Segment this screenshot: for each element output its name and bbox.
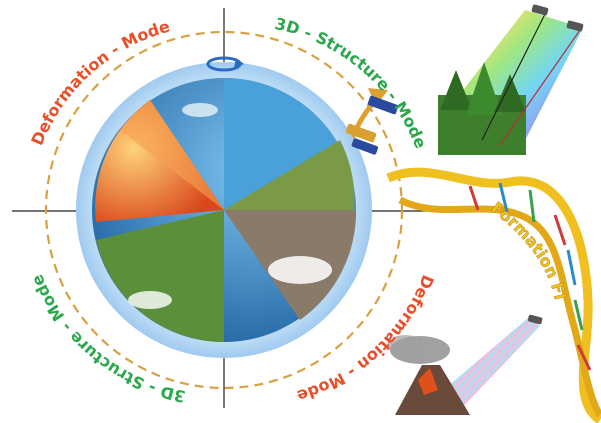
earth-globe xyxy=(92,77,357,342)
orbit-ring xyxy=(44,30,404,390)
forest-icon xyxy=(438,10,583,155)
satellite-icon xyxy=(531,4,584,32)
volcano-icon xyxy=(387,318,540,415)
rotation-arrow-icon xyxy=(206,56,244,72)
satellite-icon xyxy=(527,314,543,325)
satellite-icon xyxy=(345,95,399,155)
dna-helix-icon xyxy=(386,167,601,423)
